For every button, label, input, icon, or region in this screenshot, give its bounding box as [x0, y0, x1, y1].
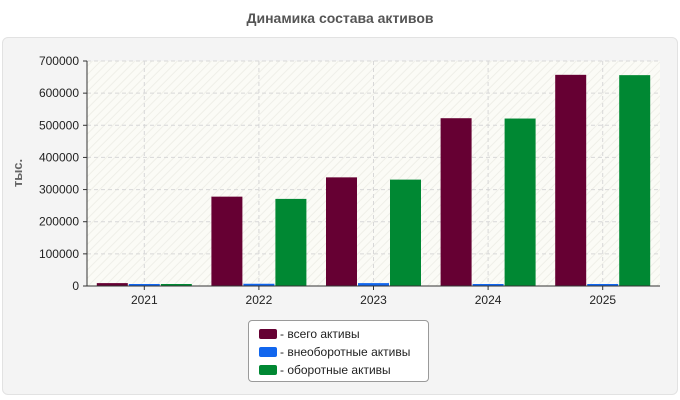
chart-legend: - всего активы - внеоборотные активы - о… — [248, 320, 429, 382]
bar-noncurrent-assets-2024 — [472, 284, 504, 286]
y-tick-label: 100000 — [39, 247, 79, 261]
legend-item-total-assets: - всего активы — [249, 325, 428, 343]
x-tick-label: 2021 — [131, 293, 158, 307]
bar-total-assets-2021 — [96, 283, 128, 286]
y-tick-label: 500000 — [39, 118, 79, 132]
y-tick-label: 0 — [72, 279, 79, 293]
chart-title: Динамика состава активов — [246, 10, 434, 26]
y-axis-label: тыс. — [10, 159, 25, 187]
legend-label: - оборотные активы — [280, 363, 391, 377]
bar-noncurrent-assets-2023 — [358, 283, 389, 286]
bar-current-assets-2023 — [390, 179, 421, 286]
bar-current-assets-2024 — [504, 118, 536, 287]
y-tick-label: 400000 — [39, 150, 79, 164]
x-tick-label: 2022 — [246, 293, 273, 307]
bar-total-assets-2025 — [555, 74, 587, 286]
legend-swatch-total-assets — [259, 329, 277, 339]
legend-item-current-assets: - оборотные активы — [249, 361, 428, 379]
bar-current-assets-2025 — [619, 75, 651, 287]
y-tick-labels: 0 100000 200000 300000 400000 500000 600000 700… — [39, 54, 87, 293]
bar-total-assets-2023 — [326, 177, 357, 286]
bar-noncurrent-assets-2025 — [587, 284, 619, 286]
x-tick-labels: 2021 2022 2023 2024 2025 — [131, 286, 616, 307]
bars-group — [96, 74, 651, 287]
legend-label: - всего активы — [280, 327, 360, 341]
legend-item-noncurrent-assets: - внеоборотные активы — [249, 343, 428, 361]
bar-noncurrent-assets-2022 — [243, 283, 275, 286]
y-tick-label: 200000 — [39, 215, 79, 229]
legend-label: - внеоборотные активы — [280, 345, 411, 359]
x-tick-label: 2024 — [475, 293, 502, 307]
y-tick-label: 300000 — [39, 183, 79, 197]
y-tick-label: 600000 — [39, 86, 79, 100]
x-tick-label: 2023 — [360, 293, 387, 307]
legend-swatch-current-assets — [259, 365, 277, 375]
x-tick-label: 2025 — [589, 293, 616, 307]
bar-current-assets-2021 — [160, 284, 192, 286]
bar-current-assets-2022 — [275, 198, 307, 286]
bar-noncurrent-assets-2021 — [128, 284, 160, 286]
y-tick-label: 700000 — [39, 54, 79, 68]
legend-swatch-noncurrent-assets — [259, 347, 277, 357]
bar-total-assets-2024 — [440, 118, 472, 286]
bar-total-assets-2022 — [211, 196, 243, 286]
